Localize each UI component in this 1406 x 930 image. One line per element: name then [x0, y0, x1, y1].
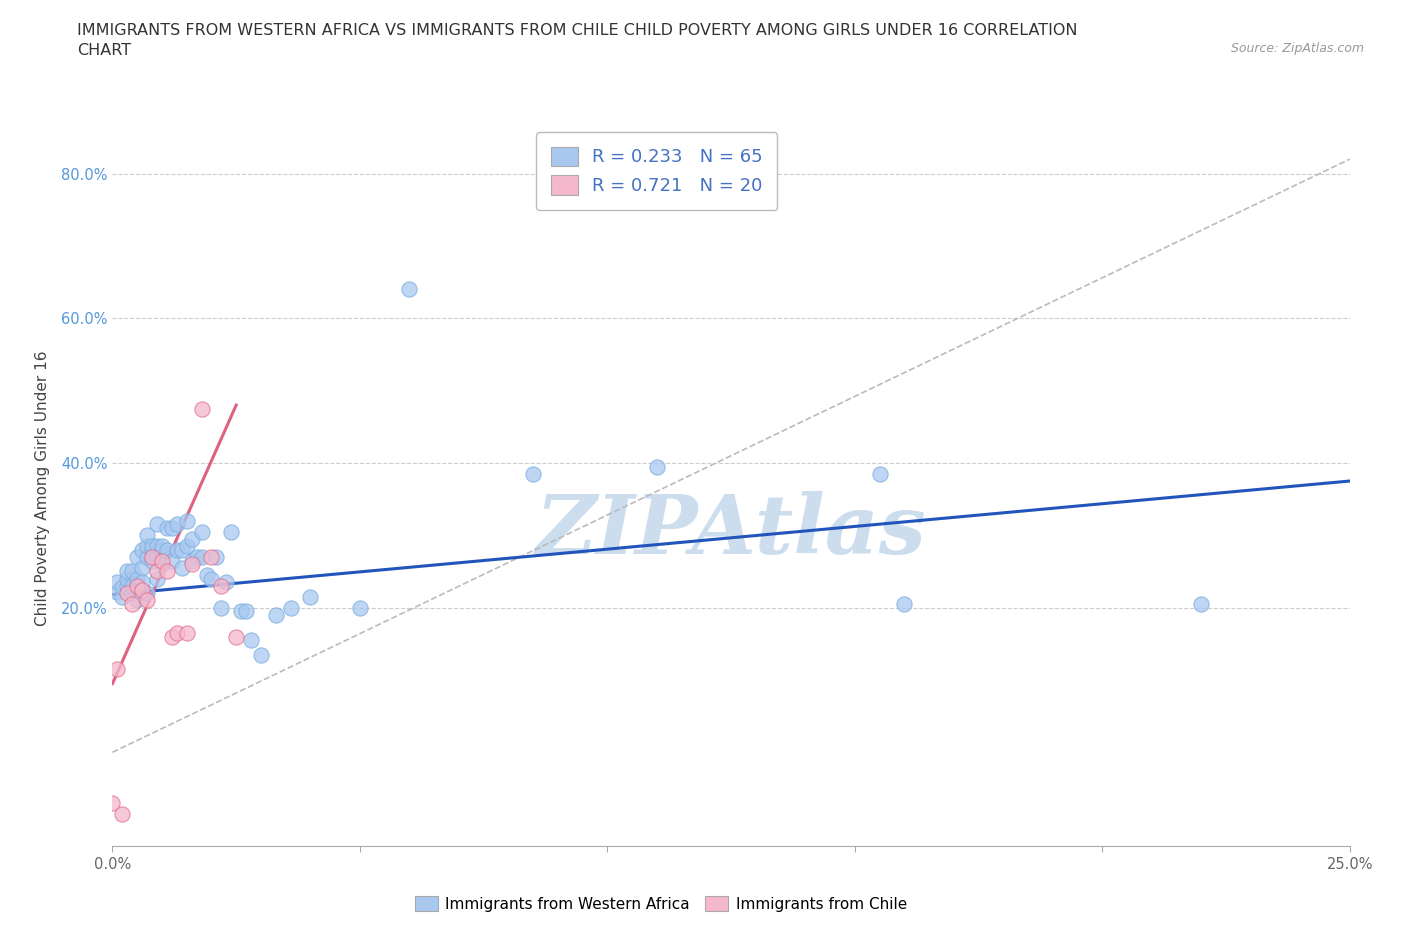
Point	[146, 571, 169, 586]
Point	[869, 466, 891, 481]
Point	[111, 580, 134, 595]
Point	[166, 626, 188, 641]
Point	[1189, 596, 1212, 611]
Point	[219, 525, 242, 539]
Point	[136, 528, 159, 543]
Point	[250, 647, 273, 662]
Point	[231, 604, 253, 618]
Legend: R = 0.233   N = 65, R = 0.721   N = 20: R = 0.233 N = 65, R = 0.721 N = 20	[536, 132, 778, 210]
Point	[101, 795, 124, 810]
Point	[209, 600, 232, 615]
Point	[160, 521, 183, 536]
Point	[893, 596, 915, 611]
Point	[180, 531, 202, 546]
Point	[215, 575, 238, 590]
Point	[121, 564, 143, 578]
Point	[111, 590, 134, 604]
Point	[160, 629, 183, 644]
Point	[235, 604, 257, 618]
Point	[136, 586, 159, 601]
Point	[180, 553, 202, 568]
Point	[107, 584, 129, 599]
Point	[150, 553, 173, 568]
Point	[209, 578, 232, 593]
Point	[240, 632, 263, 647]
Point	[141, 538, 163, 553]
Point	[522, 466, 544, 481]
Point	[398, 282, 420, 297]
Point	[176, 626, 198, 641]
Point	[141, 550, 163, 565]
Point	[146, 517, 169, 532]
Text: Source: ZipAtlas.com: Source: ZipAtlas.com	[1230, 42, 1364, 55]
Point	[186, 550, 208, 565]
Point	[136, 538, 159, 553]
Point	[107, 661, 129, 676]
Point	[150, 557, 173, 572]
Point	[146, 564, 169, 578]
Point	[349, 600, 371, 615]
Point	[127, 550, 149, 565]
Point	[131, 542, 153, 557]
Point	[200, 550, 222, 565]
Y-axis label: Child Poverty Among Girls Under 16: Child Poverty Among Girls Under 16	[35, 351, 49, 626]
Point	[264, 607, 287, 622]
Point	[170, 542, 193, 557]
Point	[166, 517, 188, 532]
Point	[160, 553, 183, 568]
Point	[117, 586, 139, 601]
Point	[299, 590, 322, 604]
Point	[146, 538, 169, 553]
Point	[131, 575, 153, 590]
Point	[127, 593, 149, 608]
Point	[107, 575, 129, 590]
Point	[117, 578, 139, 593]
Point	[150, 542, 173, 557]
Point	[156, 521, 179, 536]
Point	[156, 542, 179, 557]
Point	[146, 550, 169, 565]
Point	[121, 586, 143, 601]
Point	[127, 571, 149, 586]
Point	[205, 550, 228, 565]
Text: ZIPAtlas: ZIPAtlas	[536, 491, 927, 571]
Point	[170, 561, 193, 576]
Point	[176, 513, 198, 528]
Point	[136, 593, 159, 608]
Point	[200, 571, 222, 586]
Point	[111, 806, 134, 821]
Point	[131, 582, 153, 597]
Point	[156, 564, 179, 578]
Point	[225, 629, 247, 644]
Point	[190, 401, 212, 416]
Point	[180, 557, 202, 572]
Point	[121, 578, 143, 593]
Point	[166, 542, 188, 557]
Legend: Immigrants from Western Africa, Immigrants from Chile: Immigrants from Western Africa, Immigran…	[409, 889, 912, 918]
Point	[141, 553, 163, 568]
Point	[195, 567, 218, 582]
Point	[136, 550, 159, 565]
Point	[176, 538, 198, 553]
Point	[150, 538, 173, 553]
Point	[190, 525, 212, 539]
Text: IMMIGRANTS FROM WESTERN AFRICA VS IMMIGRANTS FROM CHILE CHILD POVERTY AMONG GIRL: IMMIGRANTS FROM WESTERN AFRICA VS IMMIGR…	[77, 23, 1078, 58]
Point	[645, 459, 668, 474]
Point	[141, 542, 163, 557]
Point	[121, 596, 143, 611]
Point	[127, 578, 149, 593]
Point	[190, 550, 212, 565]
Point	[117, 571, 139, 586]
Point	[280, 600, 302, 615]
Point	[117, 564, 139, 578]
Point	[131, 561, 153, 576]
